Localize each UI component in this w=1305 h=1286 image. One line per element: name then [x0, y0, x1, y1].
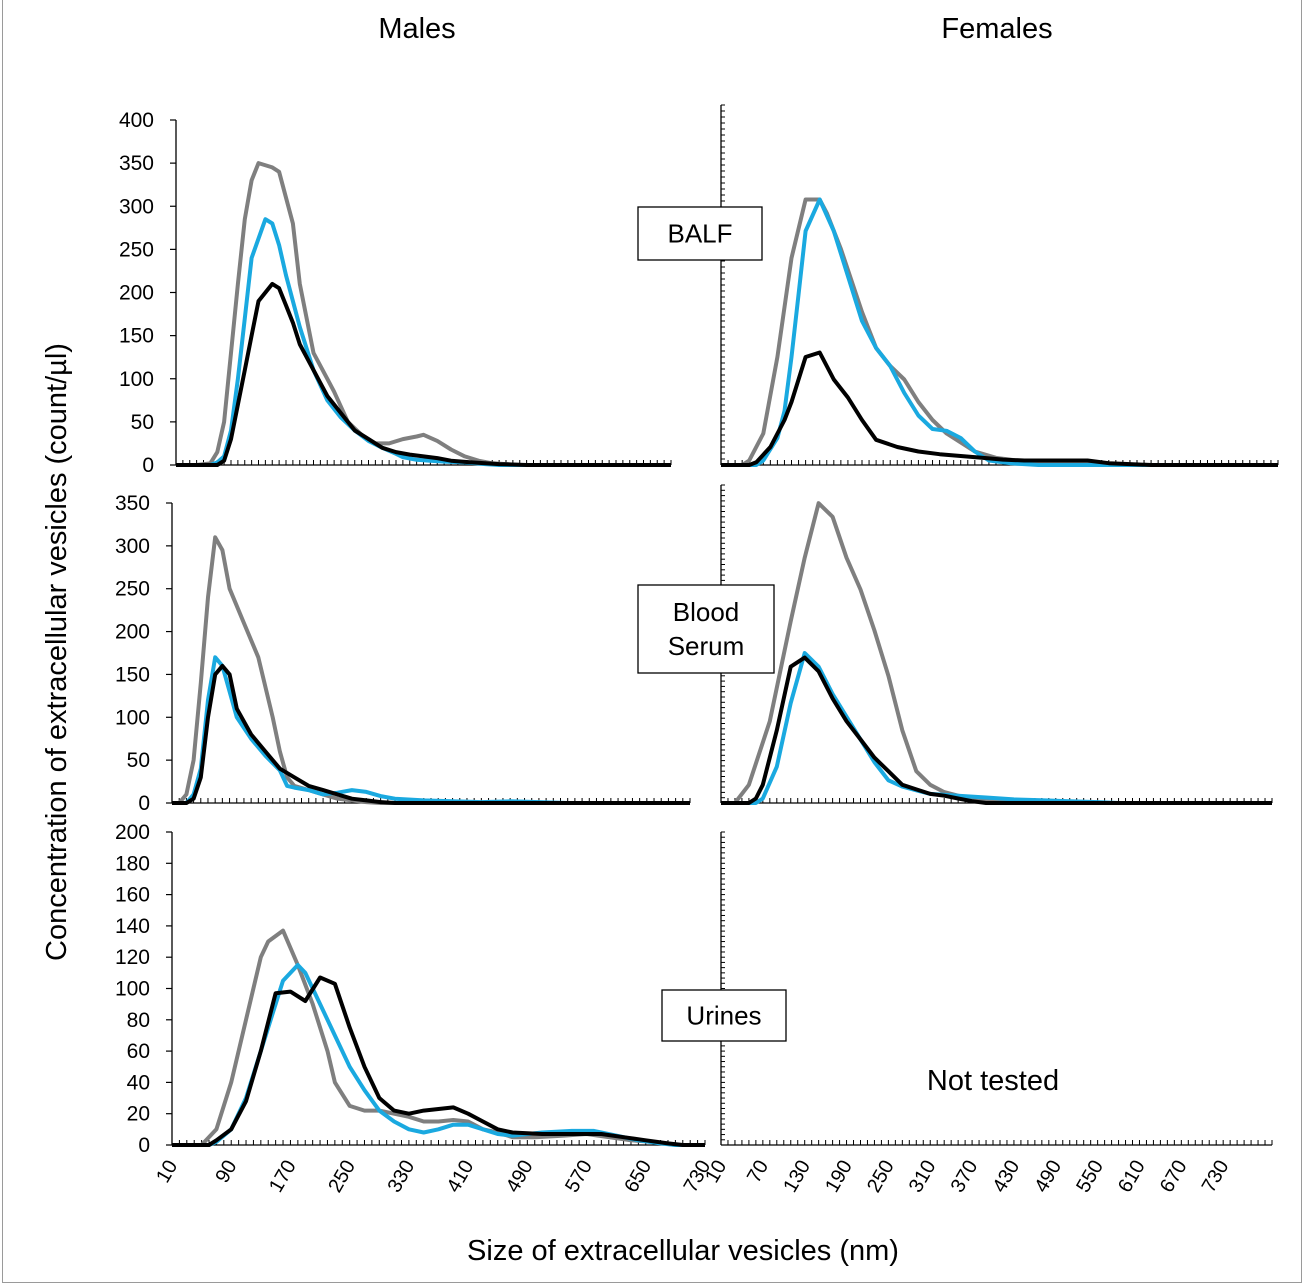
- y-tick-label: 350: [119, 152, 154, 175]
- y-tick-label: 60: [127, 1040, 150, 1063]
- panel-females-urines: [720, 831, 1273, 1146]
- y-tick-label: 300: [119, 195, 154, 218]
- y-tick-label: 100: [115, 706, 150, 729]
- y-tick-label: 40: [127, 1071, 150, 1094]
- row-label-border: [637, 584, 775, 674]
- y-tick-label: 150: [119, 325, 154, 348]
- x-tick-label-females: 310: [905, 1157, 941, 1197]
- x-tick-label-females: 550: [1072, 1157, 1108, 1197]
- y-tick-label: 200: [115, 621, 150, 644]
- series-line-black: [172, 663, 690, 805]
- y-tick-label: 0: [138, 792, 150, 815]
- panel-males-urines: 0 20 40 60 80 100 120 140 160 180 200: [115, 821, 706, 1157]
- panel-males-serum: 0 50 100 150 200 250 300 350: [115, 492, 691, 815]
- row-label-box: BALF: [637, 206, 763, 261]
- y-tick-label: 100: [119, 368, 154, 391]
- x-tick-label-females: 730: [1198, 1157, 1234, 1197]
- series-line-black: [172, 975, 705, 1147]
- x-tick-label-females: 670: [1156, 1157, 1192, 1197]
- x-tick-label-males: 410: [443, 1157, 479, 1197]
- row-label-box: Blood Serum: [637, 584, 775, 674]
- x-tick-label-females: 370: [947, 1157, 983, 1197]
- x-tick-label-males: 170: [265, 1157, 301, 1197]
- row-label-border: [661, 989, 787, 1042]
- x-tick-label-females: 430: [989, 1157, 1025, 1197]
- series-line-blue: [721, 197, 1278, 467]
- x-tick-label-males: 90: [211, 1157, 241, 1187]
- row-labels: BALF Blood Serum Urines: [637, 206, 787, 1042]
- series-line-gray: [721, 501, 1272, 805]
- y-tick-label: 150: [115, 663, 150, 686]
- col-title-females: Females: [941, 13, 1052, 45]
- series-line-blue: [721, 651, 1272, 805]
- y-tick-label: 200: [115, 821, 150, 844]
- x-tick-label-males: 650: [620, 1157, 656, 1197]
- series-line-black: [721, 655, 1272, 805]
- x-tick-label-females: 610: [1114, 1157, 1150, 1197]
- x-axis-label: Size of extracellular vesicles (nm): [467, 1235, 899, 1267]
- y-tick-label: 50: [127, 749, 150, 772]
- row-label-text: BALF: [667, 219, 732, 249]
- y-tick-label: 140: [115, 915, 150, 938]
- x-tick-label-females: 190: [821, 1157, 857, 1197]
- x-tick-label-males: 10: [152, 1157, 182, 1187]
- y-tick-label: 50: [131, 411, 154, 434]
- y-tick-label: 0: [142, 454, 154, 477]
- row-label-text: Serum: [668, 631, 745, 661]
- row-label-box: Urines: [661, 989, 787, 1042]
- not-tested-label: Not tested: [927, 1065, 1059, 1097]
- y-tick-label: 250: [115, 578, 150, 601]
- row-label-text: Urines: [686, 1001, 761, 1031]
- y-tick-label: 120: [115, 946, 150, 969]
- series-line-gray: [172, 535, 690, 805]
- x-tick-label-males: 250: [324, 1157, 360, 1197]
- x-tick-label-females: 70: [743, 1157, 773, 1187]
- y-tick-label: 0: [138, 1134, 150, 1157]
- y-tick-label: 200: [119, 282, 154, 305]
- x-tick-label-males: 490: [502, 1157, 538, 1197]
- series-line-black: [176, 281, 671, 467]
- y-tick-label: 250: [119, 238, 154, 261]
- series-line-gray: [176, 161, 671, 467]
- y-tick-label: 80: [127, 1009, 150, 1032]
- series-line-black: [721, 350, 1278, 467]
- series-line-gray: [172, 928, 705, 1147]
- y-tick-label: 160: [115, 884, 150, 907]
- panel-males-balf: 0 50 100 150 200 250 300 350 400: [119, 109, 672, 477]
- col-title-males: Males: [378, 13, 455, 45]
- x-tick-label-males: 330: [383, 1157, 419, 1197]
- y-tick-label: 180: [115, 852, 150, 875]
- y-tick-label: 350: [115, 492, 150, 515]
- y-axis-label: Concentration of extracellular vesicles …: [41, 343, 73, 961]
- x-tick-label-females: 250: [863, 1157, 899, 1197]
- x-tick-label-females: 490: [1030, 1157, 1066, 1197]
- y-tick-label: 100: [115, 978, 150, 1001]
- x-tick-label-females: 130: [779, 1157, 815, 1197]
- y-tick-label: 20: [127, 1103, 150, 1126]
- y-tick-label: 300: [115, 535, 150, 558]
- panel-females-balf: [720, 104, 1279, 467]
- y-tick-label: 400: [119, 109, 154, 132]
- row-label-text: Blood: [673, 597, 740, 627]
- panel-females-serum: [720, 484, 1273, 805]
- row-label-border: [637, 206, 763, 261]
- x-tick-label-males: 570: [561, 1157, 597, 1197]
